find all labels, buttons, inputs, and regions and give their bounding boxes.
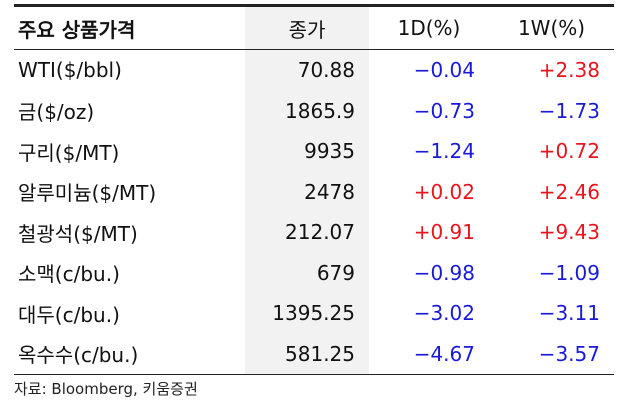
value-cell: +0.91	[413, 220, 475, 245]
table-row: 철광석($/MT) 212.07 +0.91 +9.43	[14, 212, 614, 253]
value-cell: +0.72	[538, 139, 600, 164]
table-row: WTI($/bbl) 70.88 −0.04 +2.38	[14, 49, 614, 91]
item-cell: 구리($/MT)	[18, 140, 120, 165]
value-cell: −3.02	[413, 301, 475, 326]
item-cell: 소맥(c/bu.)	[18, 262, 120, 287]
source-note: 자료: Bloomberg, 키움증권	[14, 380, 198, 398]
header-cell: 주요 상품가격	[18, 17, 136, 42]
value-cell: +0.02	[413, 179, 475, 204]
table-row: 금($/oz) 1865.9 −0.73 −1.73	[14, 90, 614, 131]
value-cell: −0.73	[413, 98, 475, 123]
table-row: 소맥(c/bu.) 679 −0.98 −1.09	[14, 252, 614, 293]
item-cell: 옥수수(c/bu.)	[18, 343, 139, 368]
value-cell: 1395.25	[245, 293, 369, 334]
value-cell: 2478	[245, 171, 369, 212]
header-cell: 종가	[245, 5, 369, 50]
value-cell: −1.73	[538, 98, 600, 123]
table-row: 알루미늄($/MT) 2478 +0.02 +2.46	[14, 171, 614, 212]
item-cell: 철광석($/MT)	[18, 221, 138, 246]
table-row: 구리($/MT) 9935 −1.24 +0.72	[14, 131, 614, 172]
commodity-table: 주요 상품가격 종가 1D(%) 1W(%) WTI($/bbl) 70.88 −0.04…	[14, 4, 614, 375]
header-cell: 1W(%)	[517, 16, 586, 40]
item-cell: 대두(c/bu.)	[18, 302, 120, 327]
value-cell: 212.07	[245, 212, 369, 253]
value-cell: −3.57	[538, 341, 600, 366]
value-cell: −1.24	[413, 139, 475, 164]
item-cell: 금($/oz)	[18, 100, 95, 125]
value-cell: −0.98	[413, 260, 475, 285]
value-cell: −1.09	[538, 260, 600, 285]
header-row: 주요 상품가격 종가 1D(%) 1W(%)	[14, 5, 614, 50]
table-body: WTI($/bbl) 70.88 −0.04 +2.38 금($/oz) 1865.9 −0…	[14, 49, 614, 375]
item-cell: 알루미늄($/MT)	[18, 181, 157, 206]
table-row: 대두(c/bu.) 1395.25 −3.02 −3.11	[14, 293, 614, 334]
item-cell: WTI($/bbl)	[18, 58, 122, 83]
header-cell: 1D(%)	[397, 16, 461, 40]
value-cell: +9.43	[538, 220, 600, 245]
value-cell: 9935	[245, 131, 369, 172]
value-cell: −4.67	[413, 341, 475, 366]
value-cell: 581.25	[245, 333, 369, 375]
value-cell: −3.11	[538, 301, 600, 326]
value-cell: 679	[245, 252, 369, 293]
value-cell: 1865.9	[245, 90, 369, 131]
value-cell: +2.46	[538, 179, 600, 204]
value-cell: +2.38	[538, 58, 600, 83]
value-cell: 70.88	[245, 49, 369, 91]
table-row: 옥수수(c/bu.) 581.25 −4.67 −3.57	[14, 333, 614, 375]
value-cell: −0.04	[413, 58, 475, 83]
